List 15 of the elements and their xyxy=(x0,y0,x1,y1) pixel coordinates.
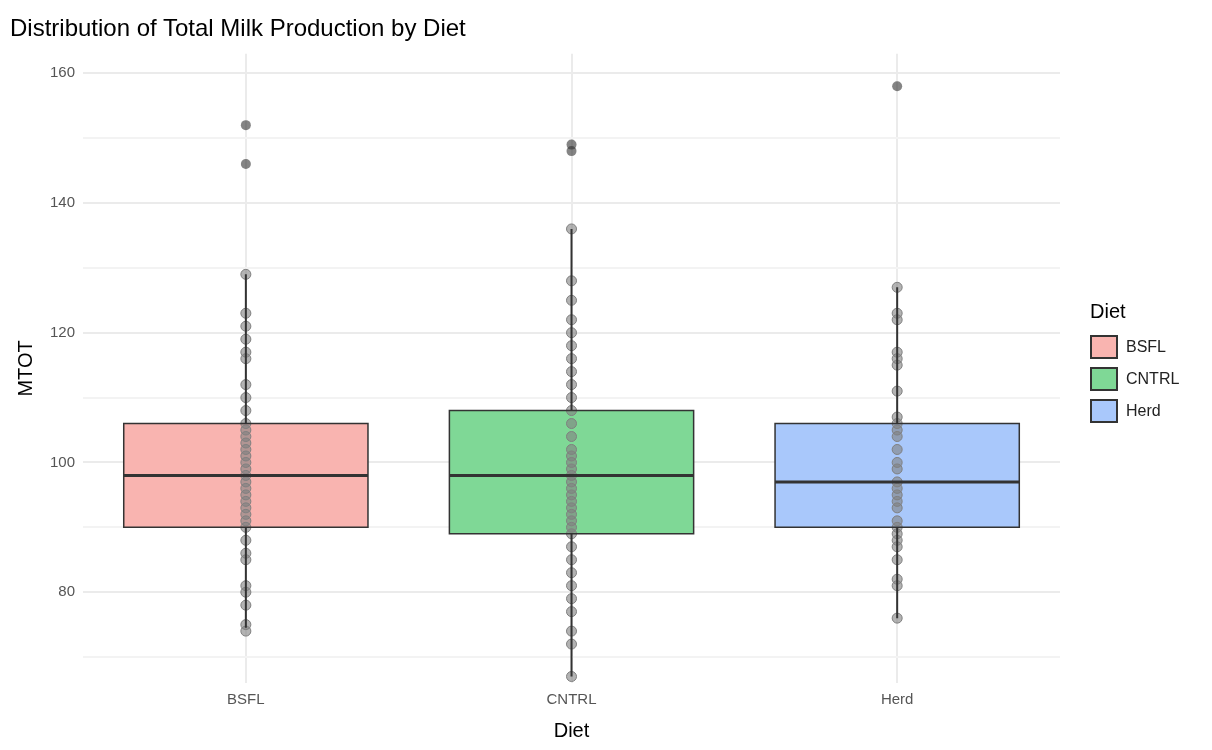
legend-label: Herd xyxy=(1126,402,1161,420)
y-axis-title: MTOT xyxy=(13,340,36,397)
y-tick-label: 140 xyxy=(50,193,76,211)
legend-label: BSFL xyxy=(1126,338,1167,356)
y-tick-label: 160 xyxy=(50,63,76,81)
y-tick-label: 100 xyxy=(50,452,76,470)
x-tick-label: CNTRL xyxy=(546,690,597,708)
y-tick-label: 80 xyxy=(58,582,76,600)
x-tick-label: BSFL xyxy=(227,690,265,708)
y-tick-label: 120 xyxy=(50,322,76,340)
x-tick-label: Herd xyxy=(880,690,914,708)
legend-title: Diet xyxy=(553,718,590,741)
legend-label: CNTRL xyxy=(1126,370,1180,388)
x-axis-title: Diet xyxy=(1090,300,1127,323)
chart-title: Distribution of Total Milk Production by Diet xyxy=(10,14,467,42)
